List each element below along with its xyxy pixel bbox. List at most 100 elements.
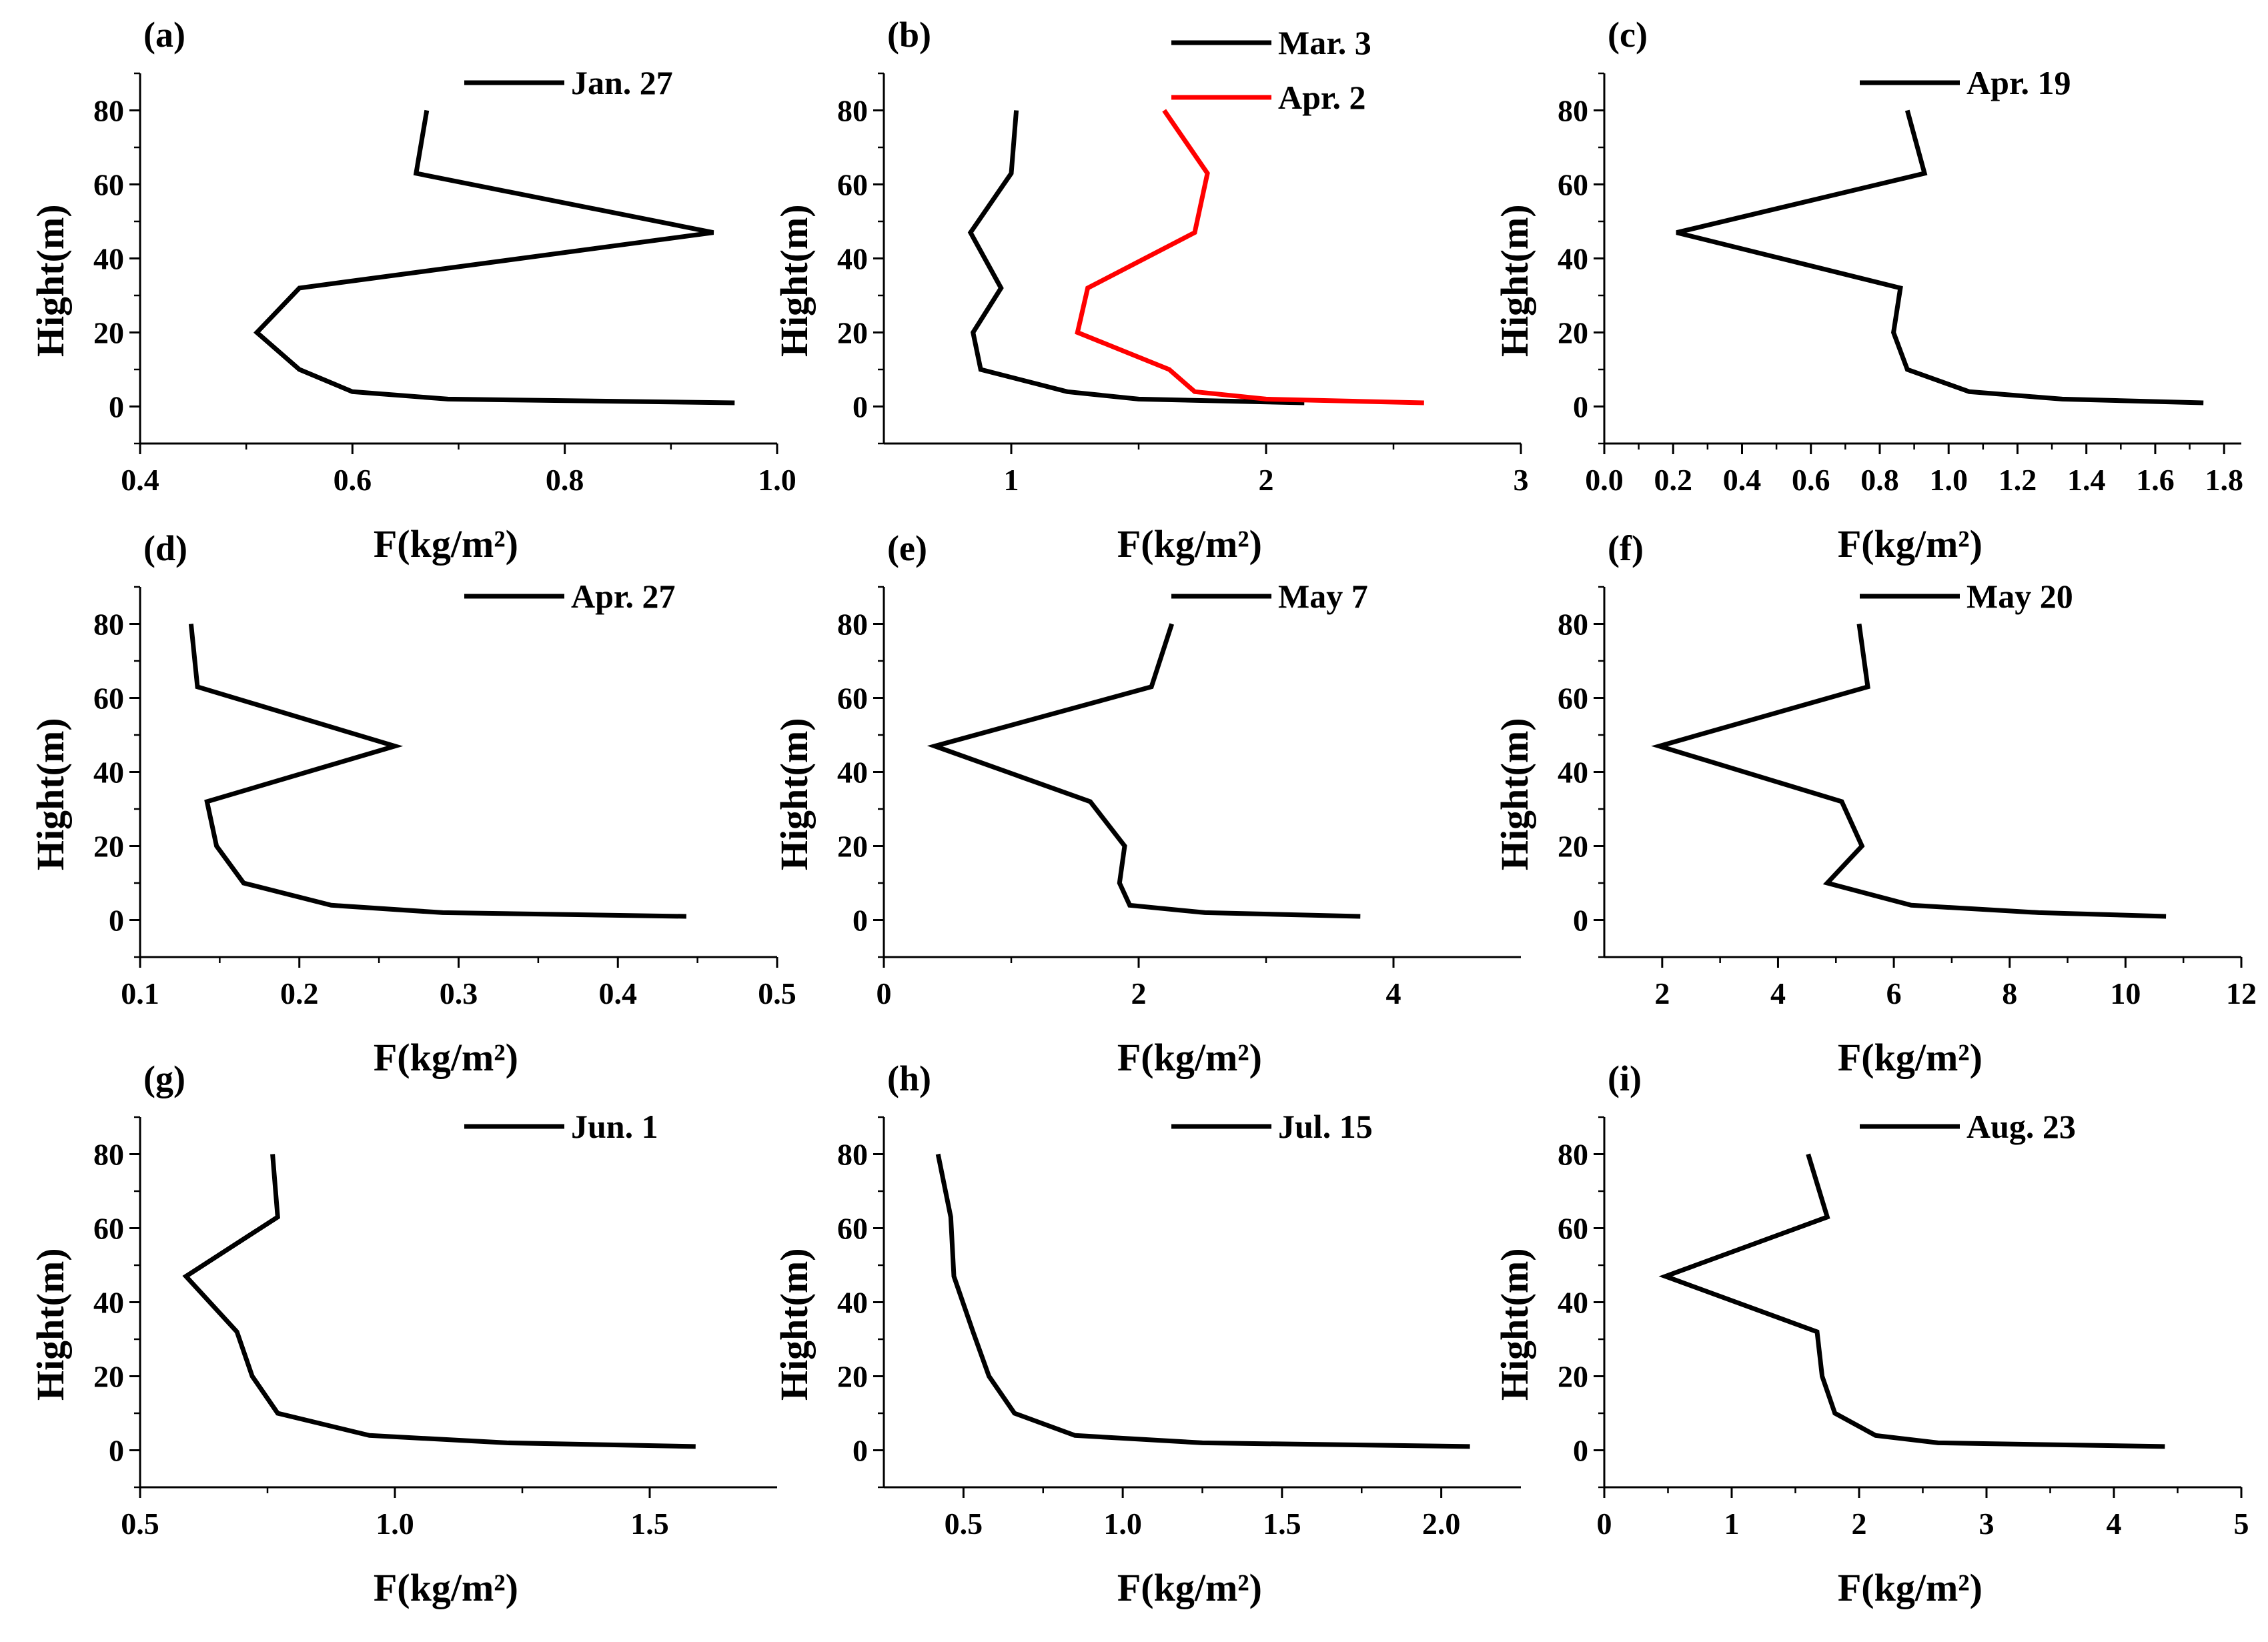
legend-label: Mar. 3	[1278, 24, 1371, 61]
x-tick-label: 6	[1886, 976, 1902, 1010]
series-line-apr-2	[1075, 109, 1424, 405]
panel-g: 0.5 1.0 1.5 0 20 40 60 80 F(kg/m²) Hight(m) (g) Jun…	[29, 1058, 777, 1609]
x-tick-label: 1.5	[630, 1507, 669, 1541]
y-axis-title: Hight(m)	[772, 1248, 816, 1401]
y-tick-label: 40	[837, 756, 868, 790]
x-tick-label: 2	[1654, 976, 1670, 1010]
legend-label: Apr. 2	[1278, 79, 1366, 116]
x-tick-label: 2	[1852, 1507, 1867, 1541]
x-tick-label: 3	[1514, 463, 1529, 497]
panel-label: (h)	[887, 1058, 931, 1098]
y-tick-label: 20	[1558, 316, 1588, 350]
x-tick-label: 3	[1979, 1507, 1995, 1541]
series-line-may-7	[927, 623, 1361, 919]
series-line-mar-3	[967, 110, 1305, 405]
x-tick-label: 0.6	[334, 463, 372, 497]
x-tick-label: 0.8	[1860, 463, 1899, 497]
panel-label: (f)	[1608, 528, 1644, 568]
x-tick-label: 8	[2002, 976, 2017, 1010]
y-axis-title: Hight(m)	[29, 204, 72, 357]
x-axis-title: F(kg/m²)	[374, 1036, 518, 1079]
y-tick-label: 20	[1558, 1360, 1588, 1394]
panel-label: (c)	[1608, 15, 1648, 55]
y-tick-label: 20	[93, 316, 124, 350]
x-axis-title: F(kg/m²)	[374, 1566, 518, 1609]
x-axis-title: F(kg/m²)	[1838, 522, 1982, 566]
x-tick-label: 1.0	[758, 463, 796, 497]
y-tick-label: 40	[93, 1286, 124, 1320]
y-tick-label: 40	[93, 756, 124, 790]
series-line-may-20	[1651, 624, 2167, 919]
panel-b: 1 2 3 0 20 40 60 80 F(kg/m²) Hight(m) (b) Mar. 3 Apr…	[772, 15, 1529, 566]
y-tick-label: 40	[1558, 1286, 1588, 1320]
y-tick-label: 60	[837, 682, 868, 716]
x-tick-label: 1	[1724, 1507, 1740, 1541]
x-tick-label: 0.6	[1792, 463, 1830, 497]
x-tick-label: 0.5	[121, 1507, 159, 1541]
y-tick-label: 80	[1558, 1138, 1588, 1172]
x-tick-label: 0.5	[758, 976, 796, 1010]
x-tick-label: 0	[877, 976, 892, 1010]
x-axis-title: F(kg/m²)	[1117, 1036, 1262, 1079]
y-axis-title: Hight(m)	[1493, 204, 1536, 357]
panel-label: (a)	[143, 15, 185, 55]
x-tick-label: 1.0	[1929, 463, 1968, 497]
y-tick-label: 60	[93, 682, 124, 716]
y-tick-label: 80	[93, 94, 124, 128]
y-tick-label: 0	[1573, 1434, 1588, 1468]
y-tick-label: 60	[1558, 168, 1588, 202]
y-tick-label: 20	[837, 830, 868, 864]
y-tick-label: 20	[93, 1360, 124, 1394]
legend-label: Apr. 27	[571, 578, 676, 615]
y-tick-label: 40	[93, 242, 124, 276]
x-tick-label: 0.2	[280, 976, 319, 1010]
y-tick-label: 40	[837, 242, 868, 276]
series-line-apr-19	[1676, 109, 2204, 405]
x-tick-label: 1.4	[2067, 463, 2106, 497]
x-axis-title: F(kg/m²)	[1838, 1036, 1982, 1079]
y-tick-label: 20	[837, 316, 868, 350]
y-axis-title: Hight(m)	[772, 204, 816, 357]
series-line-aug-23	[1658, 1153, 2165, 1449]
y-tick-label: 0	[853, 904, 868, 938]
panel-f: 2 4 6 8 10 12 0 20 40 60 80 F(kg/m²) Hight(m) (f) May …	[1493, 528, 2257, 1079]
x-tick-label: 4	[1386, 976, 1401, 1010]
x-tick-label: 1.6	[2136, 463, 2175, 497]
x-tick-label: 2	[1259, 463, 1274, 497]
legend-label: Apr. 19	[1966, 64, 2071, 101]
series-line-jun-1	[182, 1154, 696, 1449]
x-tick-label: 1.8	[2205, 463, 2243, 497]
y-tick-label: 80	[1558, 608, 1588, 642]
y-tick-label: 80	[837, 608, 868, 642]
x-tick-label: 4	[1770, 976, 1786, 1010]
y-tick-label: 20	[93, 830, 124, 864]
x-axis-title: F(kg/m²)	[1838, 1566, 1982, 1609]
x-axis-title: F(kg/m²)	[1117, 1566, 1262, 1609]
y-tick-label: 80	[93, 1138, 124, 1172]
x-tick-label: 1.0	[1103, 1507, 1142, 1541]
y-tick-label: 0	[1573, 390, 1588, 424]
y-axis-title: Hight(m)	[772, 718, 816, 870]
x-tick-label: 10	[2110, 976, 2141, 1010]
y-tick-label: 0	[109, 1434, 124, 1468]
y-tick-label: 0	[1573, 904, 1588, 938]
y-axis-title: Hight(m)	[29, 718, 72, 870]
y-tick-label: 0	[109, 904, 124, 938]
y-tick-label: 60	[93, 168, 124, 202]
y-tick-label: 40	[1558, 756, 1588, 790]
y-tick-label: 40	[837, 1286, 868, 1320]
x-tick-label: 2	[1131, 976, 1147, 1010]
panel-i: 0 1 2 3 4 5 0 20 40 60 80 F(kg/m²) Hight(m) (i) Aug. 2…	[1493, 1058, 2249, 1609]
panel-label: (d)	[143, 528, 187, 568]
x-tick-label: 0.8	[546, 463, 584, 497]
legend-label: Aug. 23	[1966, 1108, 2076, 1145]
x-tick-label: 4	[2107, 1507, 2122, 1541]
y-tick-label: 0	[853, 390, 868, 424]
series-line-apr-27	[188, 624, 686, 919]
y-axis-title: Hight(m)	[1493, 1248, 1536, 1401]
y-tick-label: 60	[1558, 1212, 1588, 1246]
x-tick-label: 2.0	[1422, 1507, 1461, 1541]
series-line-jan-27	[253, 109, 735, 405]
